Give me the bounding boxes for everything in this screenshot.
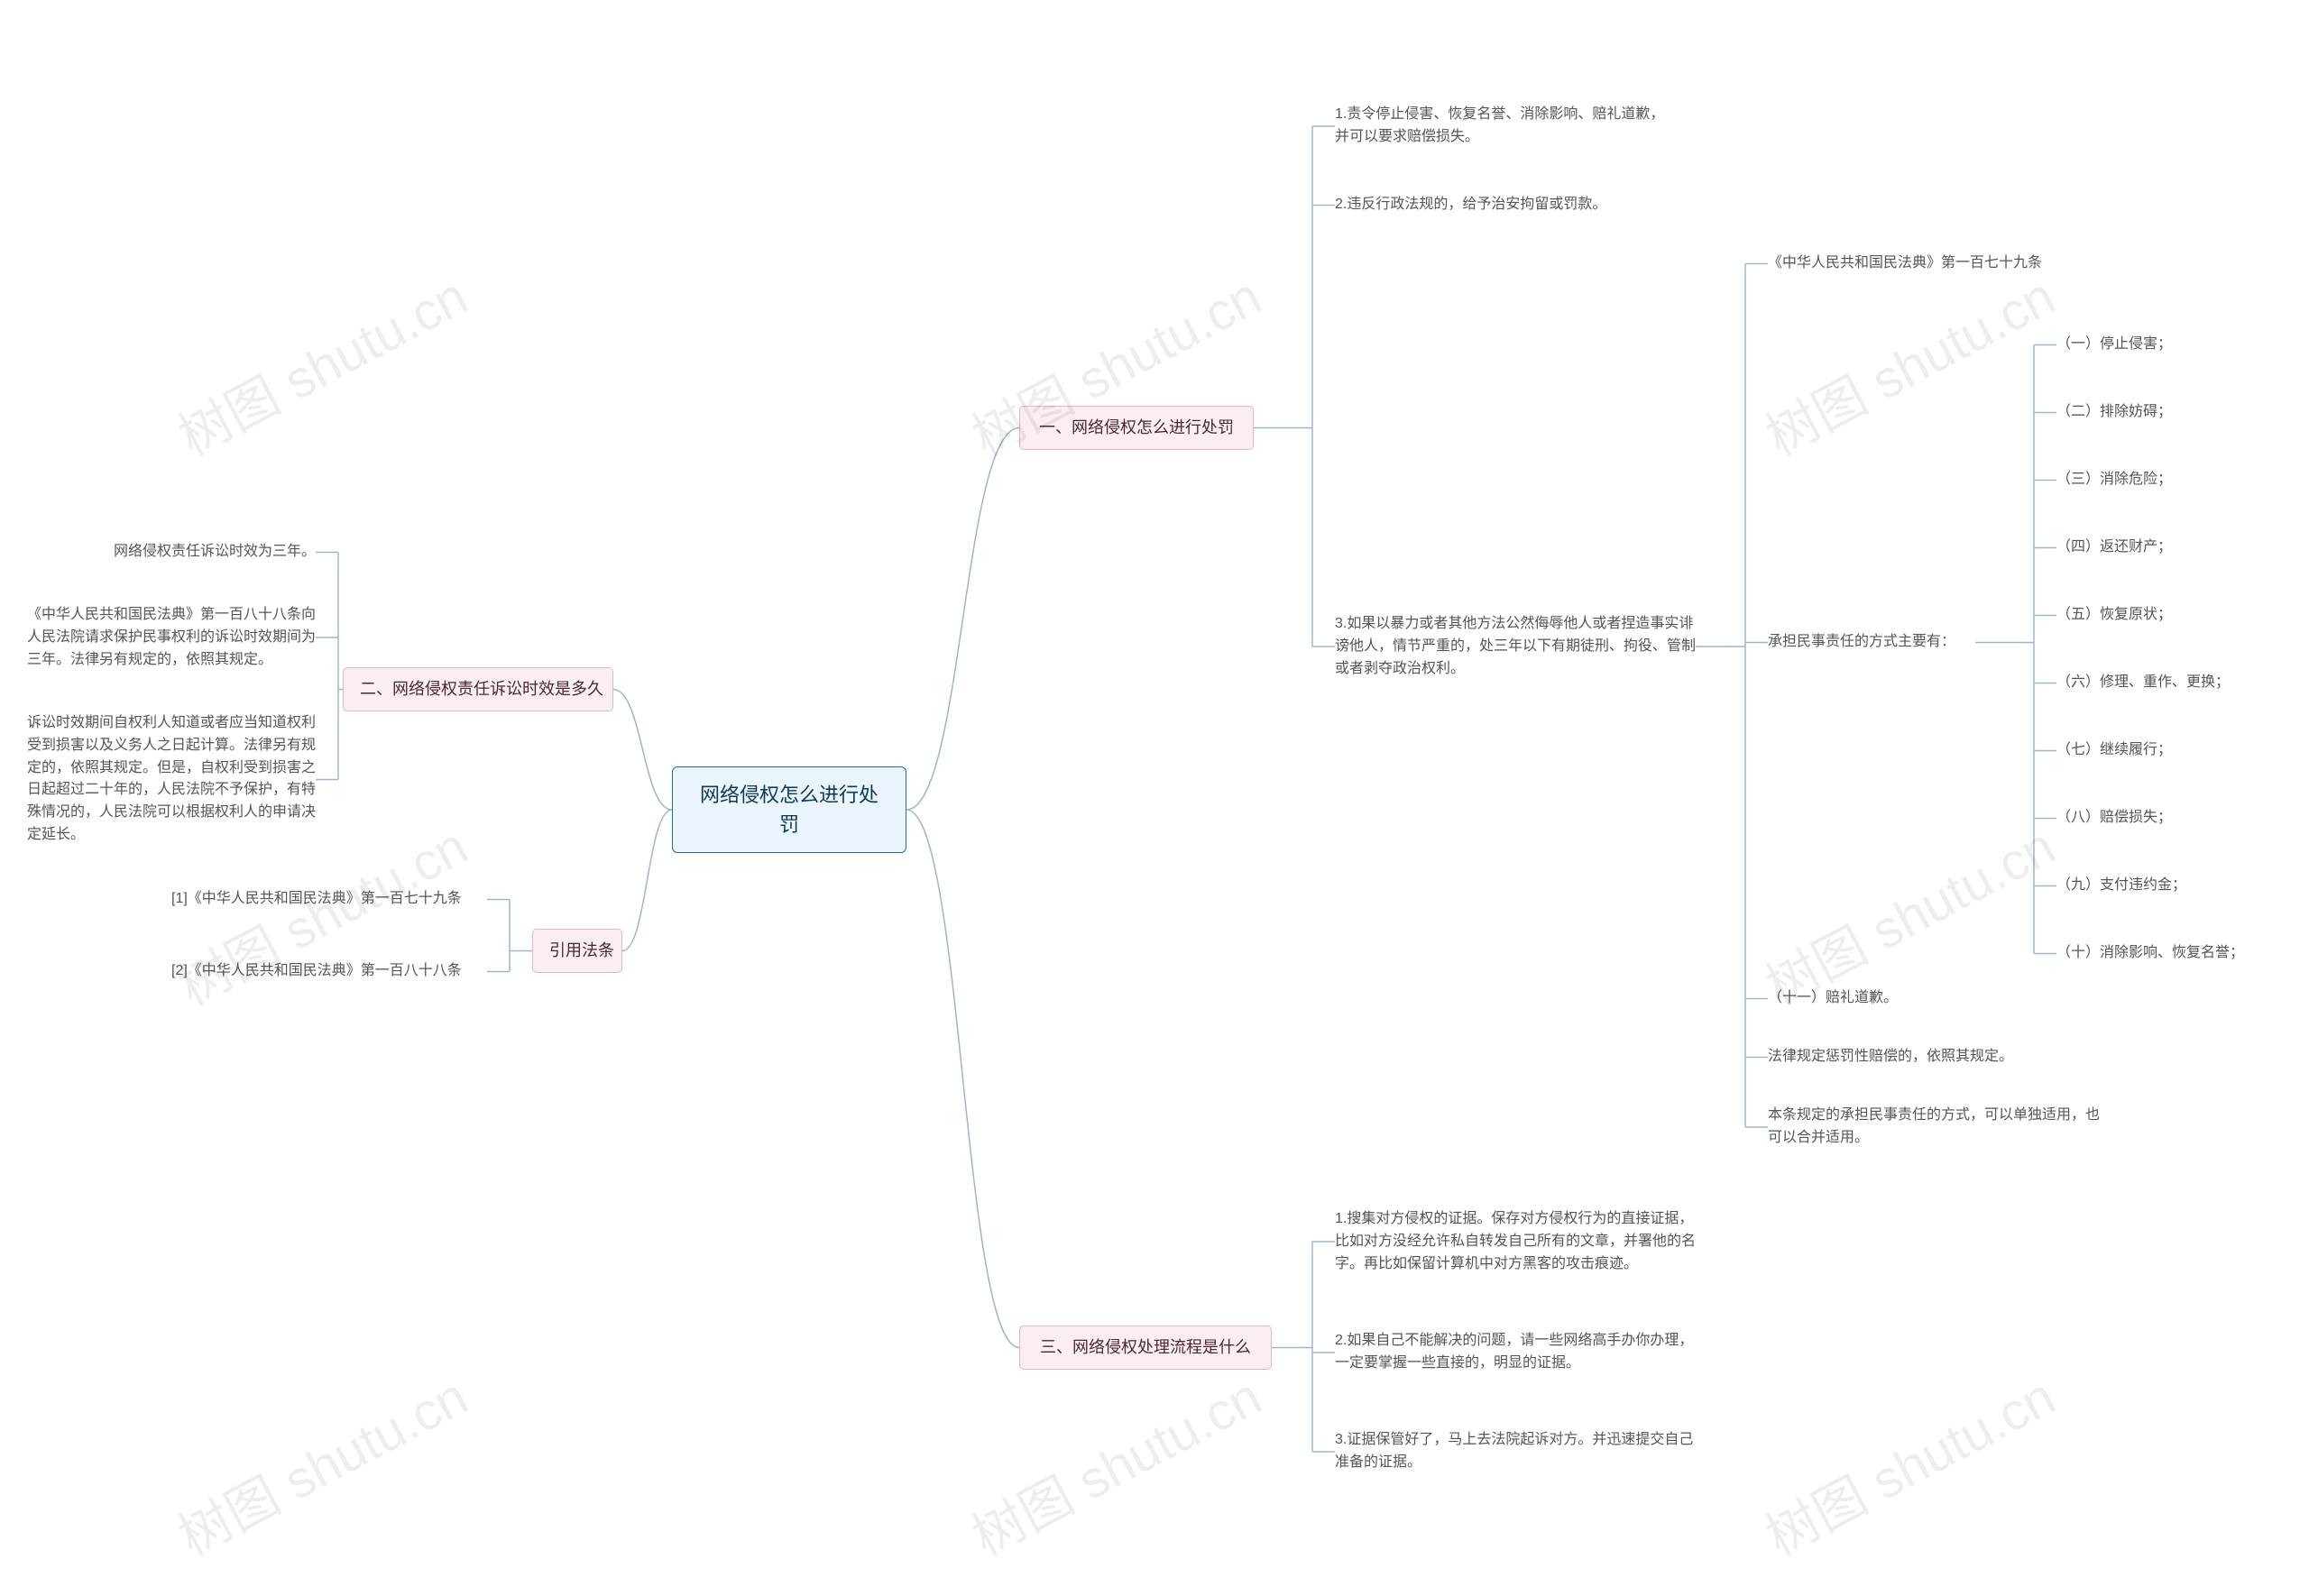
leaf-node: 3.如果以暴力或者其他方法公然侮辱他人或者捏造事实诽谤他人，情节严重的，处三年以…: [1335, 613, 1696, 680]
branch-node: 二、网络侵权责任诉讼时效是多久: [343, 667, 613, 711]
leaf-node: （六）修理、重作、更换；: [2056, 672, 2291, 694]
leaf-node: 网络侵权责任诉讼时效为三年。: [81, 541, 316, 564]
leaf-node: （十）消除影响、恢复名誉；: [2056, 942, 2291, 965]
leaf-node: （九）支付违约金；: [2056, 875, 2291, 897]
leaf-node: （二）排除妨碍；: [2056, 401, 2291, 424]
leaf-node: 《中华人民共和国民法典》第一百七十九条: [1768, 252, 2111, 275]
leaf-node: 诉讼时效期间自权利人知道或者应当知道权利受到损害以及义务人之日起计算。法律另有规…: [27, 712, 316, 847]
root-node: 网络侵权怎么进行处罚: [672, 766, 906, 853]
watermark: 树图 shutu.cn: [1751, 254, 2066, 470]
branch-node: 三、网络侵权处理流程是什么: [1019, 1325, 1272, 1370]
leaf-node: （一）停止侵害；: [2056, 334, 2291, 356]
leaf-node: 1.搜集对方侵权的证据。保存对方侵权行为的直接证据，比如对方没经允许私自转发自己…: [1335, 1208, 1696, 1275]
watermark: 树图 shutu.cn: [163, 1354, 479, 1570]
leaf-node: （五）恢复原状；: [2056, 604, 2291, 627]
leaf-node: 法律规定惩罚性赔偿的，依照其规定。: [1768, 1046, 2074, 1069]
watermark: 树图 shutu.cn: [957, 1354, 1273, 1570]
leaf-node: [2]《中华人民共和国民法典》第一百八十八条: [171, 960, 487, 983]
leaf-node: （三）消除危险；: [2056, 469, 2291, 491]
watermark: 树图 shutu.cn: [1751, 1354, 2066, 1570]
leaf-node: 《中华人民共和国民法典》第一百八十八条向人民法院请求保护民事权利的诉讼时效期间为…: [27, 604, 316, 671]
leaf-node: [1]《中华人民共和国民法典》第一百七十九条: [171, 888, 487, 911]
leaf-node: （四）返还财产；: [2056, 537, 2291, 559]
leaf-node: 2.如果自己不能解决的问题，请一些网络高手办你办理，一定要掌握一些直接的，明显的…: [1335, 1330, 1696, 1375]
leaf-node: （十一）赔礼道歉。: [1768, 987, 2038, 1010]
watermark: 树图 shutu.cn: [163, 254, 479, 470]
leaf-node: 承担民事责任的方式主要有：: [1768, 631, 1975, 654]
branch-node: 引用法条: [532, 929, 622, 973]
leaf-node: 本条规定的承担民事责任的方式，可以单独适用，也可以合并适用。: [1768, 1105, 2111, 1150]
leaf-node: 2.违反行政法规的，给予治安拘留或罚款。: [1335, 194, 1678, 216]
leaf-node: （八）赔偿损失；: [2056, 807, 2291, 830]
leaf-node: （七）继续履行；: [2056, 739, 2291, 762]
branch-node: 一、网络侵权怎么进行处罚: [1019, 406, 1254, 450]
leaf-node: 3.证据保管好了，马上去法院起诉对方。并迅速提交自己准备的证据。: [1335, 1429, 1696, 1474]
leaf-node: 1.责令停止侵害、恢复名誉、消除影响、赔礼道歉，并可以要求赔偿损失。: [1335, 104, 1678, 149]
